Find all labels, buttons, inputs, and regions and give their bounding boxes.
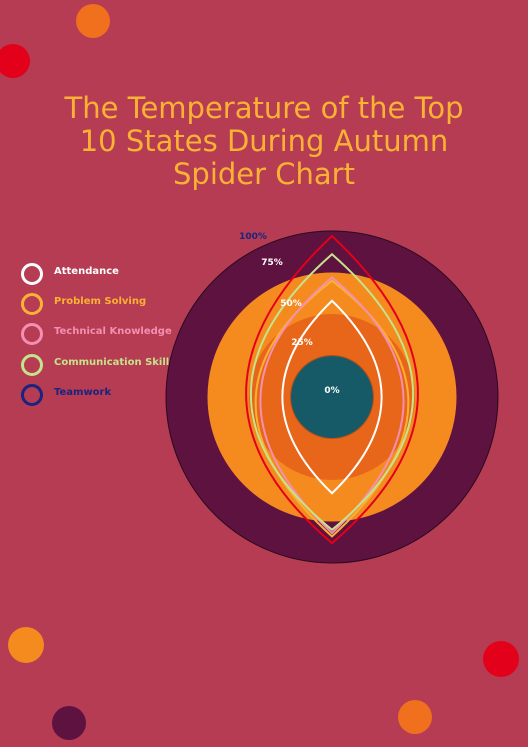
decor-dot-red-bottom-right	[483, 641, 519, 677]
scale-label-0: 0%	[324, 386, 339, 396]
legend-label: Technical Knowledge	[54, 326, 172, 337]
legend-item-problem-solving: Problem Solving	[20, 292, 180, 316]
chart-title-line-3: Spider Chart	[173, 157, 355, 191]
series-problem-solving	[254, 279, 410, 538]
legend-label: Attendance	[54, 266, 119, 277]
legend-ring-icon	[21, 384, 43, 406]
legend-item-attendance: Attendance	[20, 262, 180, 286]
decor-dot-purple-bottom	[52, 706, 86, 740]
scale-label-50: 50%	[280, 299, 302, 309]
series-attendance	[281, 299, 383, 495]
legend-ring-icon	[21, 354, 43, 376]
scale-label-25: 25%	[291, 338, 313, 348]
legend-label: Teamwork	[54, 387, 112, 398]
series-teamwork	[245, 234, 419, 545]
legend-ring-icon	[21, 293, 43, 315]
legend-ring-icon	[21, 323, 43, 345]
legend-label: Communication Skills	[54, 357, 176, 368]
decor-dot-red-left	[0, 44, 30, 78]
series-technical-knowledge	[259, 276, 405, 535]
chart-title-line-2: 10 States During Autumn	[79, 124, 449, 158]
chart-title-line-1: The Temperature of the Top	[64, 91, 464, 125]
legend-item-technical-knowledge: Technical Knowledge	[20, 322, 180, 346]
legend-item-communication-skills: Communication Skills	[20, 353, 180, 377]
legend-label: Problem Solving	[54, 296, 147, 307]
scale-label-100: 100%	[239, 232, 267, 242]
series-communication-skills	[249, 252, 415, 532]
decor-dot-orange-bottom-left	[8, 627, 44, 663]
legend-ring-icon	[21, 263, 43, 285]
scale-label-75: 75%	[261, 258, 283, 268]
legend-item-teamwork: Teamwork	[20, 383, 180, 407]
decor-dot-orange-bottom	[398, 700, 432, 734]
scale-center-disc	[291, 356, 373, 438]
chart-title: The Temperature of the Top 10 States Dur…	[40, 92, 488, 191]
decor-dot-orange-top	[76, 4, 110, 38]
